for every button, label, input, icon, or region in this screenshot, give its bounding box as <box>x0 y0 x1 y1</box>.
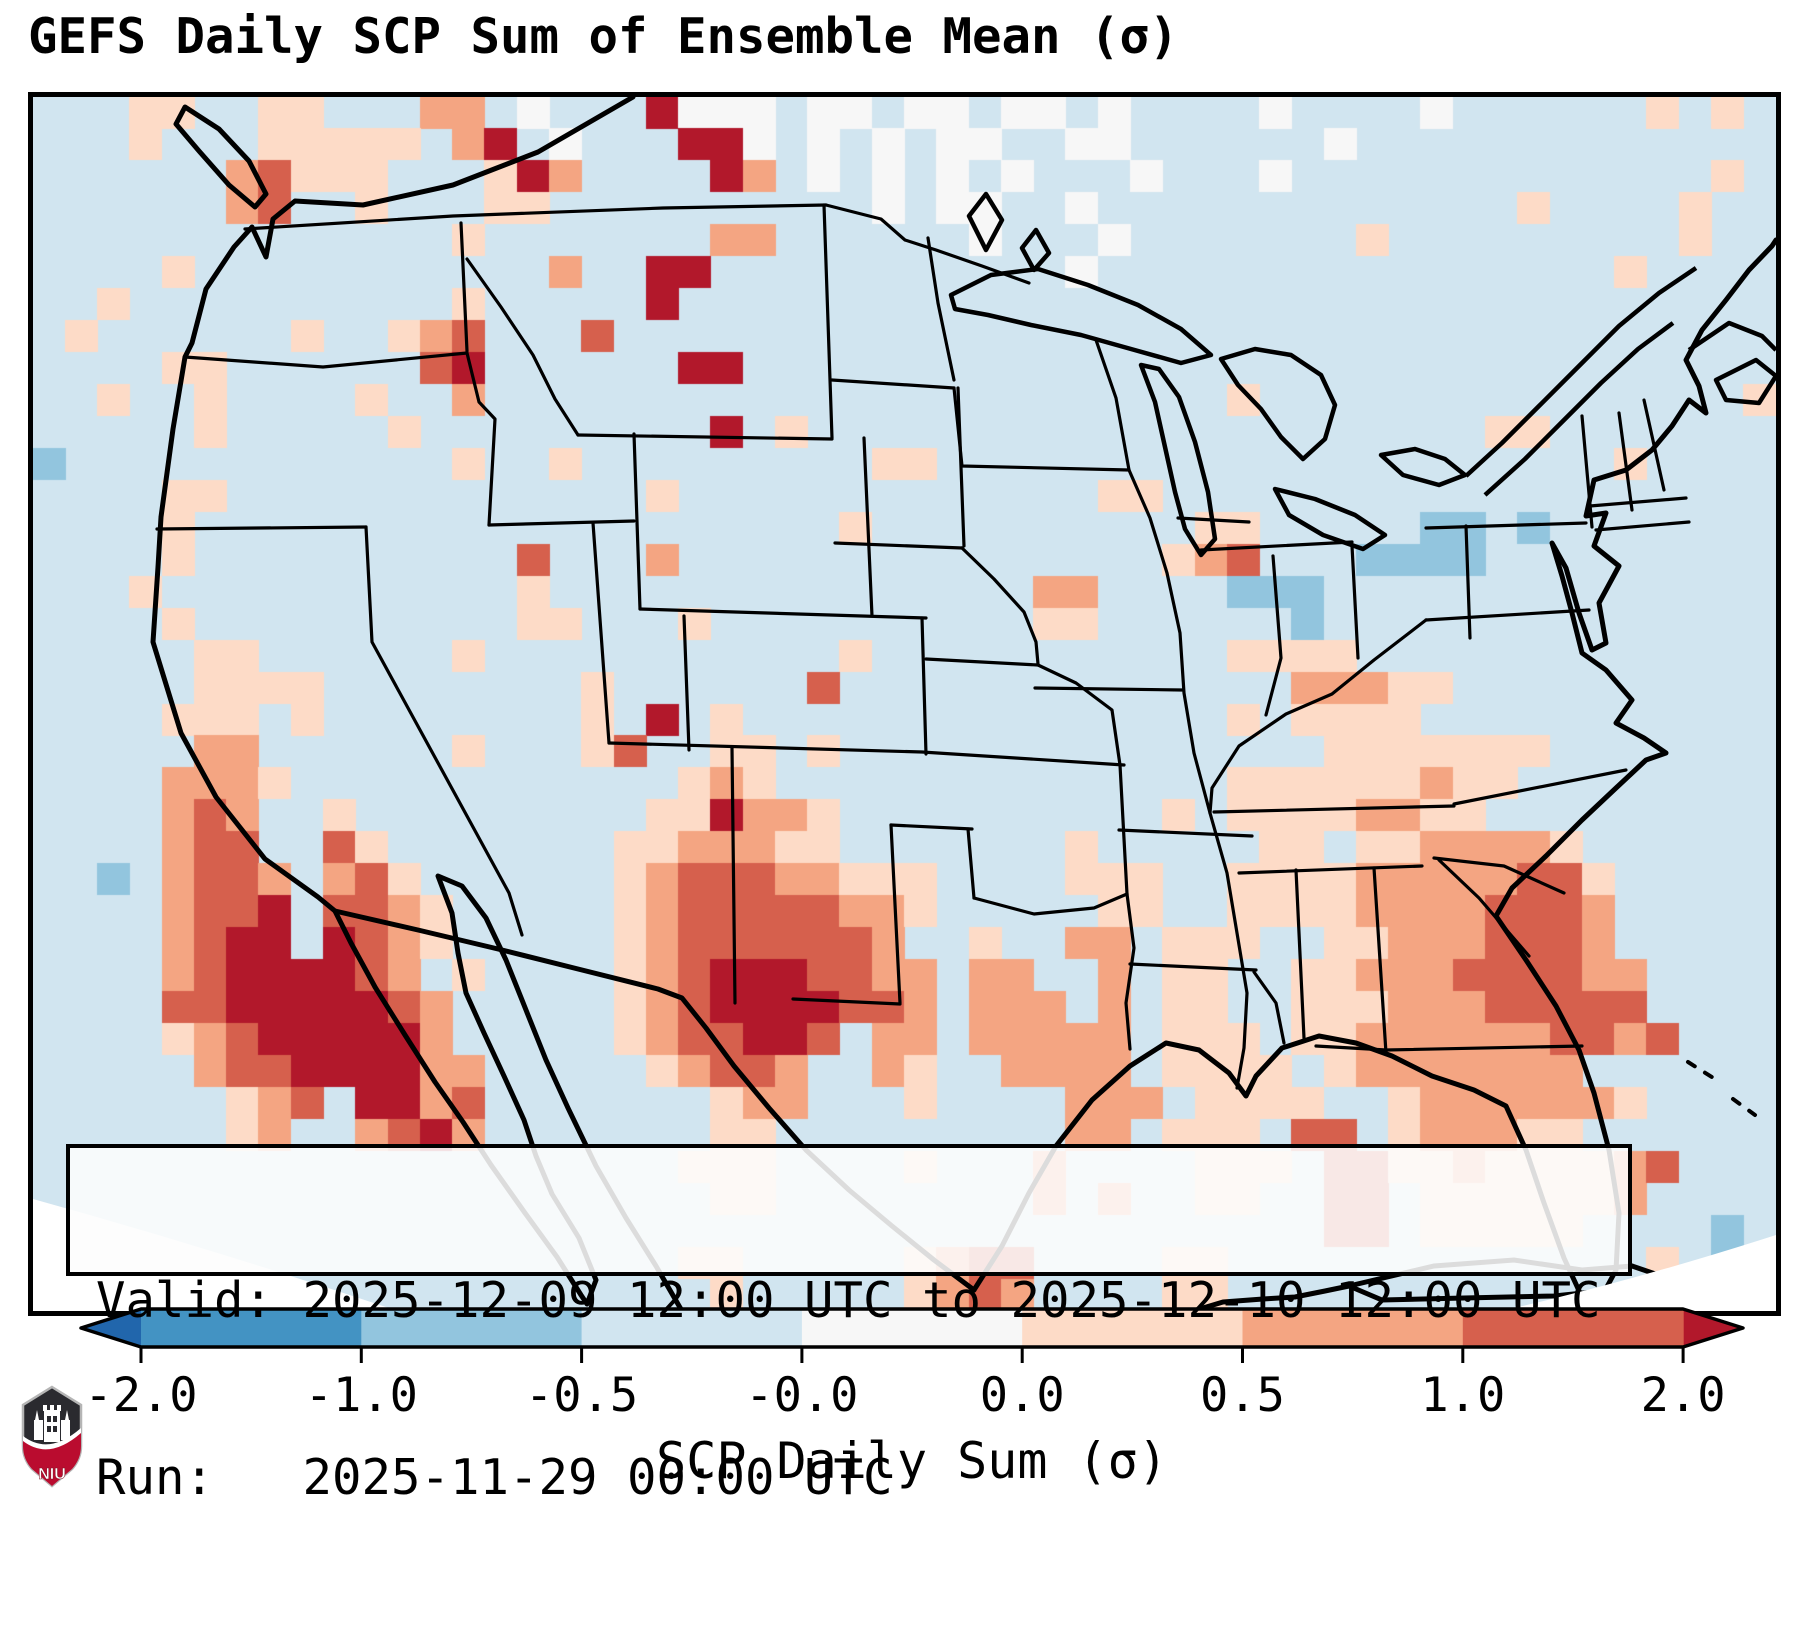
colorbar-fills <box>81 1309 1743 1347</box>
great-lakes <box>948 191 1776 558</box>
forecast-map: Valid: 2025-12-09 12:00 UTC to 2025-12-1… <box>28 92 1781 1506</box>
colorbar-tick-label: 0.0 <box>979 1368 1065 1423</box>
colorbar-ticks <box>139 1347 1685 1363</box>
colorbar-tick-label: 1.0 <box>1420 1368 1506 1423</box>
colorbar-tick-label: 0.5 <box>1200 1368 1285 1423</box>
logo-red-swoosh <box>23 1433 81 1486</box>
valid-run-box: Valid: 2025-12-09 12:00 UTC to 2025-12-1… <box>66 1144 1632 1506</box>
valid-line: Valid: 2025-12-09 12:00 UTC to 2025-12-1… <box>96 1272 1601 1329</box>
coastlines <box>150 97 1776 1311</box>
colorbar-tick-label: -0.0 <box>745 1368 859 1423</box>
colorbar-tick-label: -1.0 <box>304 1368 418 1423</box>
scp-heatmap-canvas <box>33 97 1776 1311</box>
colorbar-tick-label: -0.5 <box>525 1368 639 1423</box>
logo-white-stripe <box>23 1428 81 1451</box>
colorbar-tick-labels: -2.0 -1.0 -0.5 -0.0 0.0 0.5 1.0 2.0 <box>78 1368 1778 1428</box>
colorbar-tick-label: -2.0 <box>84 1368 198 1423</box>
colorbar-svg <box>79 1307 1745 1363</box>
logo-castle-windows <box>47 1416 57 1432</box>
state-borders <box>155 203 1691 1090</box>
page-title: GEFS Daily SCP Sum of Ensemble Mean (σ) <box>28 8 1179 65</box>
run-line: Run: 2025-11-29 00:00 UTC <box>96 1449 893 1506</box>
colorbar-outline <box>79 1307 1745 1349</box>
colorbar-axis-label: SCP Daily Sum (σ) <box>656 1432 1168 1490</box>
map-borders-overlay <box>33 97 1776 1311</box>
colorbar-tick-label: 2.0 <box>1640 1368 1726 1423</box>
niu-logo: NIU <box>21 1385 83 1488</box>
logo-text: NIU <box>38 1466 66 1483</box>
colorbar <box>78 1306 1746 1372</box>
